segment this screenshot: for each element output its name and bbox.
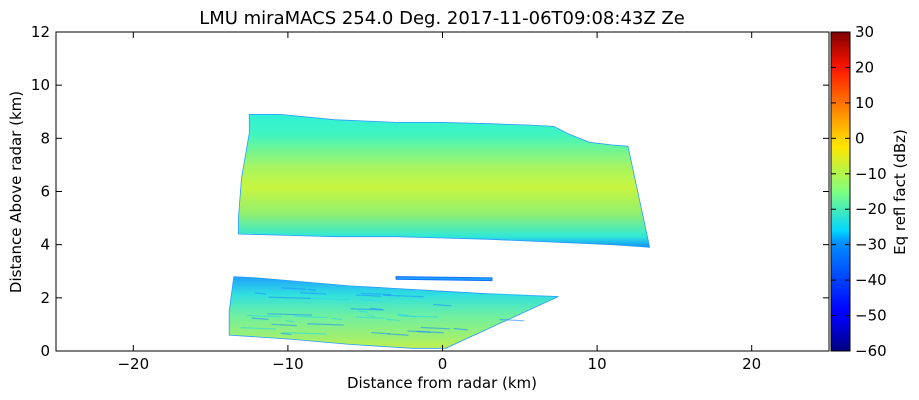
texture-streak: [240, 327, 276, 330]
texture-streak: [396, 313, 409, 316]
texture-streak: [271, 323, 297, 327]
colorbar-ticks: 30 20 10 0 −10 −20 −30 −40 −50 −60: [831, 23, 887, 360]
texture-streak: [251, 317, 269, 320]
texture-streak: [433, 303, 452, 307]
texture-streak: [453, 327, 468, 331]
y-tick-label: 10: [31, 76, 50, 94]
texture-streak: [407, 330, 431, 333]
texture-streak: [307, 288, 317, 292]
texture-streak: [366, 314, 375, 318]
thin-layer: [395, 276, 493, 282]
colorbar-tick-label: 20: [855, 58, 874, 76]
texture-streak: [281, 287, 307, 290]
texture-streak: [300, 292, 327, 295]
texture-streak: [491, 293, 529, 296]
y-axis-ticks: 0 2 4 6 8 10 12: [31, 23, 829, 360]
texture-streak: [401, 315, 439, 318]
colorbar-tick-label: −50: [855, 307, 887, 325]
texture-streak: [359, 299, 381, 302]
y-tick-label: 8: [40, 129, 50, 147]
texture-streak: [307, 323, 344, 326]
colorbar: [830, 31, 851, 352]
x-tick-label: 20: [742, 355, 761, 373]
lower-cloud-layer: [228, 276, 559, 349]
chart-title: LMU miraMACS 254.0 Deg. 2017-11-06T09:08…: [199, 8, 685, 29]
texture-streak: [356, 316, 385, 319]
y-tick-label: 2: [40, 289, 50, 307]
upper-cloud-layer: [237, 114, 651, 248]
texture-streak: [293, 315, 328, 319]
x-tick-label: 10: [588, 355, 607, 373]
colorbar-tick-label: −10: [855, 165, 887, 183]
colorbar-tick-label: 30: [855, 23, 874, 41]
texture-streak: [355, 294, 382, 297]
texture-streak: [383, 294, 424, 298]
texture-streak: [268, 296, 311, 300]
colorbar-tick-label: 0: [855, 129, 865, 147]
texture-streak: [280, 332, 292, 336]
y-tick-label: 0: [40, 342, 50, 360]
texture-streak: [309, 297, 350, 301]
colorbar-label: Eq refl fact (dBz): [891, 129, 909, 255]
texture-streak: [371, 331, 390, 335]
y-tick-label: 6: [40, 183, 50, 201]
y-tick-label: 4: [40, 236, 50, 254]
texture-streak: [255, 292, 267, 295]
texture-streak: [360, 292, 392, 296]
texture-streak: [499, 318, 525, 322]
texture-streak: [247, 314, 282, 318]
x-axis-label: Distance from radar (km): [347, 374, 537, 392]
x-tick-label: −20: [117, 355, 149, 373]
colorbar-tick-label: 10: [855, 94, 874, 112]
x-axis-ticks: −20 −10 0 10 20: [117, 32, 761, 373]
y-tick-label: 12: [31, 23, 50, 41]
texture-streak: [420, 326, 451, 330]
texture-streak: [331, 317, 343, 321]
texture-streak: [282, 332, 327, 335]
x-tick-label: 0: [438, 355, 448, 373]
texture-streak: [350, 308, 385, 311]
x-tick-label: −10: [272, 355, 304, 373]
y-axis-label: Distance Above radar (km): [7, 91, 25, 293]
texture-streak: [385, 318, 400, 322]
texture-streak: [388, 333, 409, 336]
colorbar-tick-label: −40: [855, 271, 887, 289]
colorbar-tick-label: −30: [855, 236, 887, 254]
colorbar-tick-label: −20: [855, 200, 887, 218]
texture-streak: [267, 313, 313, 316]
texture-streak: [285, 319, 295, 323]
texture-streak: [357, 310, 368, 313]
texture-streak: [417, 292, 435, 296]
reflectivity-regions: [228, 114, 651, 349]
colorbar-tick-label: −60: [855, 342, 887, 360]
